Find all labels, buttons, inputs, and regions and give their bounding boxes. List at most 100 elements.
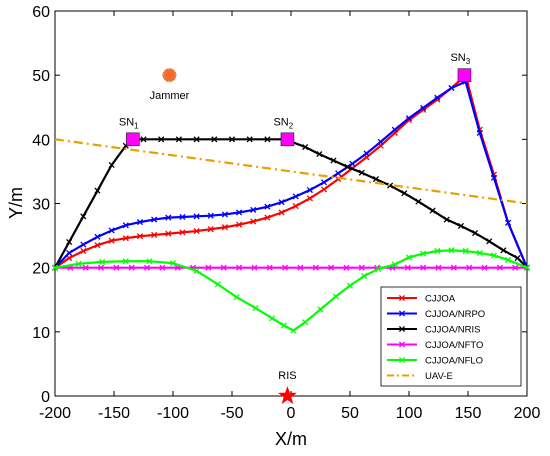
data-point [193,136,200,143]
data-point [476,129,483,136]
data-point [207,212,214,219]
legend-label: CJJOA/NRPO [425,309,485,320]
data-point [97,264,105,271]
sensor-node-label: SN2 [273,116,293,130]
x-tick-label: 0 [287,405,296,422]
data-point [505,219,512,226]
data-point [236,209,243,216]
data-point [66,238,73,246]
data-point [140,136,147,143]
sensor-node-subscript: 3 [466,57,471,66]
x-tick-label: -100 [157,405,189,422]
data-point [136,219,144,226]
data-point [523,264,531,271]
data-point [282,264,289,271]
data-point [228,136,236,143]
y-tick-label: 50 [32,68,50,85]
sensor-node-subscript: 1 [134,121,139,130]
jammer-core [165,71,173,79]
data-point [278,199,285,206]
data-point [448,84,455,92]
data-point [490,174,498,181]
data-point [434,94,441,101]
data-point [108,227,115,234]
data-point [377,138,384,145]
data-point [448,247,455,254]
data-point [420,106,427,113]
data-point [391,261,398,268]
data-point [405,254,413,261]
legend-label: CJJOA/NRIS [425,325,480,336]
series-line [54,138,528,205]
data-point [165,230,172,237]
data-point [214,281,221,288]
legend: CJJOA CJJOA/NRPO CJJOA/NRIS CJJOA/NFTO CJJOA… [380,286,522,387]
data-point [143,264,151,271]
data-point [205,264,212,271]
data-point [466,264,473,271]
y-tick-label: 0 [41,389,50,406]
data-point [481,264,488,271]
data-point [252,305,259,312]
data-point [344,163,351,170]
data-point [330,157,337,164]
y-tick-label: 20 [32,261,50,278]
x-tick-label: 150 [455,405,482,422]
x-tick-label: 100 [396,405,423,422]
data-point [358,264,365,271]
data-point [335,170,342,177]
data-point [80,247,87,255]
data-point [151,231,158,239]
data-point [429,207,436,214]
y-axis-label: Y/m [6,187,26,219]
legend-label: CJJOA/NFTO [425,340,483,351]
sensor-node-marker [457,68,472,82]
data-point [405,115,413,122]
data-point [320,179,328,186]
data-point [193,228,200,235]
data-point [179,229,186,236]
data-point [264,214,271,221]
data-point [179,213,186,221]
data-point [290,327,297,334]
data-point [280,322,287,329]
data-point [405,117,413,124]
data-point [266,264,273,271]
legend-label: UAV-E [425,371,453,382]
legend-marker [398,310,406,317]
data-point [75,260,82,267]
data-point [80,213,87,220]
data-point [207,226,214,233]
data-point [462,247,469,255]
data-point [151,216,158,223]
data-point [443,216,450,223]
data-point [136,233,144,240]
data-point [146,258,153,265]
data-point [211,136,218,143]
data-point [246,136,253,143]
sensor-node-marker [280,132,295,147]
x-axis-label: X/m [275,429,307,449]
data-point [316,151,323,158]
y-tick-label: 30 [32,197,50,214]
data-point [505,256,512,264]
data-point [165,214,172,221]
data-point [457,222,464,230]
data-point [420,104,427,111]
data-point [66,254,73,262]
data-point [122,222,129,229]
data-point [434,247,441,255]
data-point [94,242,101,249]
data-point [363,150,370,157]
data-point [80,241,87,248]
sensor-node-subscript: 2 [289,121,294,130]
data-point [169,260,177,267]
data-point [82,264,89,271]
data-point [404,264,411,271]
data-point [66,249,73,256]
data-point [490,252,498,259]
data-point [108,237,115,244]
series-cjjoa-nflo [51,247,531,334]
data-point [269,315,276,322]
